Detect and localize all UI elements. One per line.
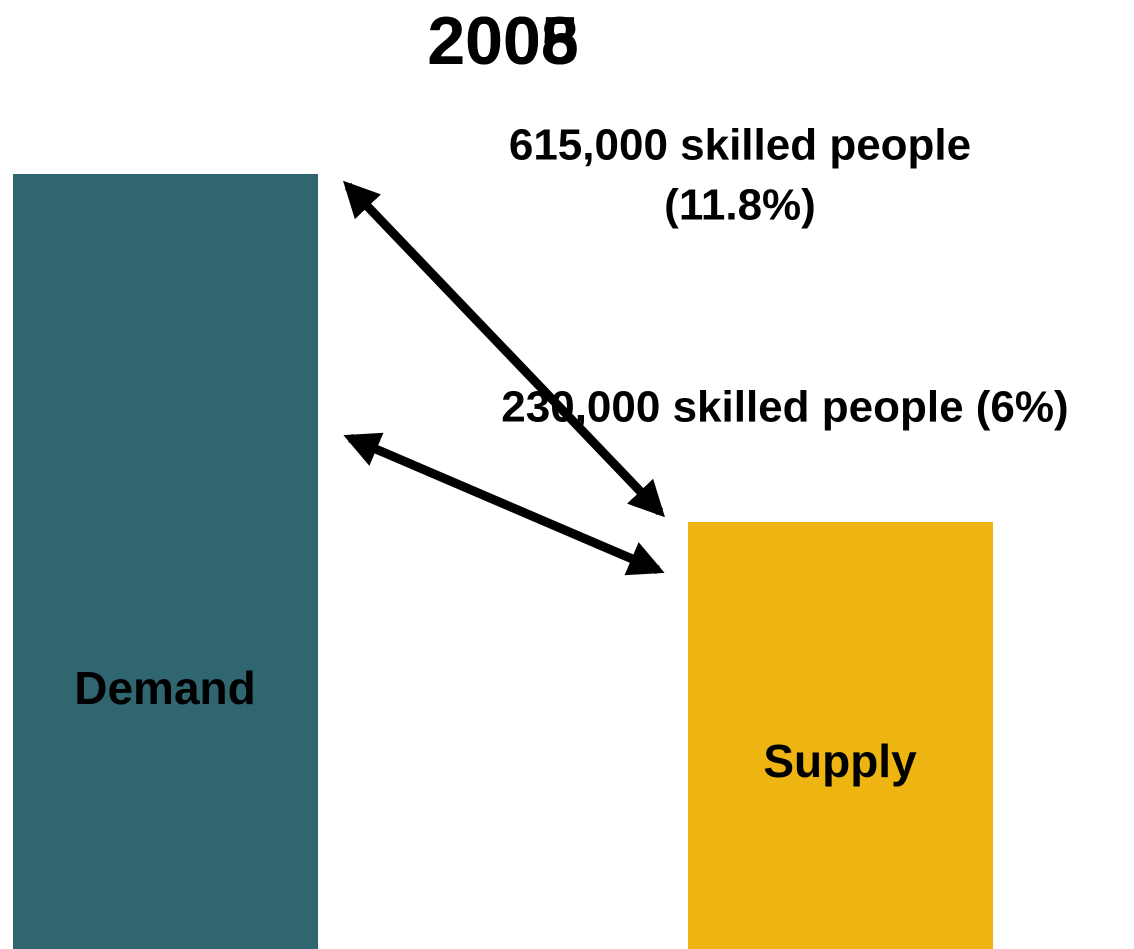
year-title: 2005 <box>427 3 578 79</box>
gap-arrow-large <box>343 180 665 518</box>
annotation: 615,000 skilled people <box>509 121 971 170</box>
supply-bar <box>688 522 993 949</box>
annotation: 230,000 skilled people (6%) <box>501 383 1068 432</box>
demand-bar <box>13 174 318 949</box>
gap-arrow-small <box>343 432 665 576</box>
bar-label: Supply <box>763 735 917 787</box>
bar-label: Demand <box>74 662 255 714</box>
annotation: (11.8%) <box>664 181 816 230</box>
year-title: 2008 <box>427 3 578 79</box>
